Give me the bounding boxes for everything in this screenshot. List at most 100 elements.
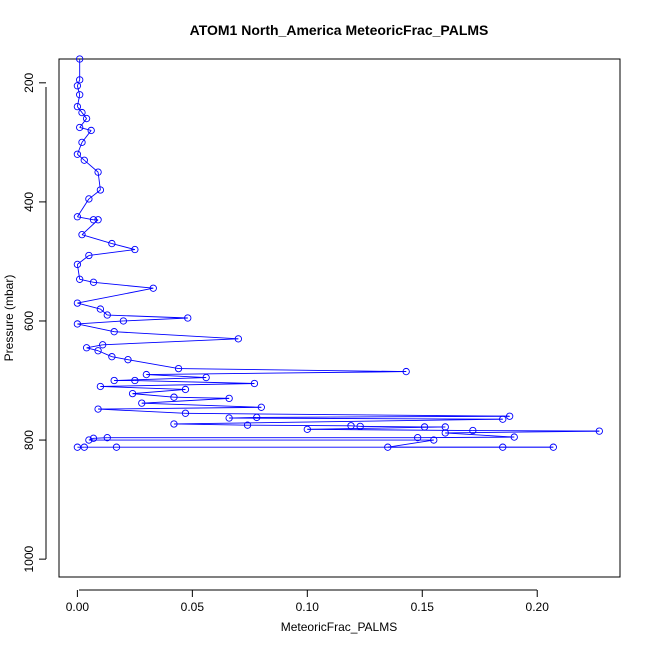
series-line-segment: [185, 412, 510, 417]
chart-title: ATOM1 North_America MeteoricFrac_PALMS: [190, 22, 489, 38]
series-line-segment: [86, 347, 99, 352]
data-point: [469, 426, 477, 435]
series-line-segment: [77, 320, 124, 325]
data-point: [384, 443, 392, 451]
data-point: [225, 394, 233, 403]
y-tick-label: 800: [22, 430, 36, 450]
data-point: [441, 429, 449, 437]
data-point: [184, 314, 192, 322]
series-line-segment: [98, 408, 186, 414]
data-point: [103, 311, 111, 319]
series-line-segment: [247, 424, 351, 427]
series-line-segment: [79, 127, 92, 131]
series-line-segment: [77, 323, 115, 333]
y-tick-label: 600: [22, 311, 36, 331]
series-line-segment: [81, 112, 87, 119]
data-point: [149, 284, 157, 292]
data-point: [89, 278, 98, 286]
data-point: [73, 320, 82, 328]
y-tick-label: 400: [22, 192, 36, 212]
series-lines: [76, 59, 600, 448]
series-line-segment: [134, 380, 255, 384]
data-point: [108, 239, 116, 248]
data-point: [85, 251, 93, 260]
data-point: [549, 443, 557, 451]
data-point: [181, 385, 190, 394]
data-point: [225, 414, 233, 422]
data-point: [99, 341, 107, 349]
data-point: [430, 436, 438, 444]
data-point: [73, 260, 82, 269]
data-point: [85, 436, 93, 444]
data-point: [80, 156, 88, 164]
data-point: [80, 443, 88, 451]
series-line-segment: [97, 350, 113, 358]
data-point: [142, 370, 151, 379]
series-line-segment: [77, 255, 90, 265]
data-point: [414, 434, 422, 442]
series-line-segment: [132, 388, 186, 395]
series-line-segment: [173, 423, 248, 426]
data-point: [202, 373, 210, 382]
series-line-segment: [93, 437, 108, 439]
data-point: [128, 389, 137, 398]
data-point: [76, 91, 84, 99]
series-line-segment: [86, 344, 103, 349]
series-line-segment: [81, 130, 92, 143]
x-axis-label: MeteoricFrac_PALMS: [281, 620, 397, 634]
data-point: [181, 409, 190, 417]
series-line-segment: [98, 406, 262, 410]
data-point: [131, 245, 139, 254]
data-point: [119, 317, 128, 325]
data-point: [303, 425, 311, 433]
x-axis: 0.00 0.05 0.10 0.15 0.20: [66, 589, 549, 614]
data-point: [89, 434, 98, 442]
data-point: [94, 216, 102, 224]
series-line-segment: [132, 393, 174, 398]
series-line-segment: [146, 371, 407, 376]
y-tick-label: 200: [22, 72, 36, 92]
data-point: [505, 412, 514, 420]
series-line-segment: [173, 396, 230, 399]
x-tick-label: 0.15: [411, 600, 435, 614]
series-line-segment: [123, 317, 188, 322]
data-point: [73, 82, 82, 90]
series-line-segment: [102, 338, 239, 346]
series-line-segment: [111, 356, 129, 361]
data-point: [131, 376, 139, 385]
data-point: [96, 382, 105, 391]
data-point: [76, 275, 84, 283]
data-point: [170, 420, 178, 428]
data-point: [76, 123, 84, 132]
series-line-segment: [77, 106, 83, 113]
y-tick-label: 1000: [22, 545, 36, 572]
series-line-segment: [417, 436, 515, 439]
series-line-segment: [360, 425, 425, 428]
series-line-segment: [100, 386, 186, 390]
data-point: [110, 376, 118, 385]
series-points: [73, 55, 603, 451]
data-point: [595, 427, 603, 435]
series-line-segment: [350, 425, 361, 427]
data-point: [243, 421, 252, 429]
series-line-segment: [79, 278, 94, 283]
data-point: [234, 335, 242, 343]
data-point: [78, 230, 86, 239]
series-line-segment: [107, 314, 188, 319]
data-point: [420, 423, 429, 431]
data-point: [96, 186, 105, 194]
data-point: [174, 364, 183, 373]
plot-frame: [58, 58, 621, 578]
data-point: [253, 413, 261, 422]
data-point: [138, 399, 146, 407]
series-line-segment: [93, 281, 154, 289]
series-line-segment: [114, 377, 207, 381]
series-line-segment: [307, 426, 446, 430]
series-line-segment: [77, 287, 154, 304]
data-point: [110, 328, 118, 336]
series-line-segment: [79, 118, 87, 128]
data-point: [87, 126, 95, 135]
data-point: [94, 168, 102, 176]
series-line-segment: [307, 428, 473, 431]
